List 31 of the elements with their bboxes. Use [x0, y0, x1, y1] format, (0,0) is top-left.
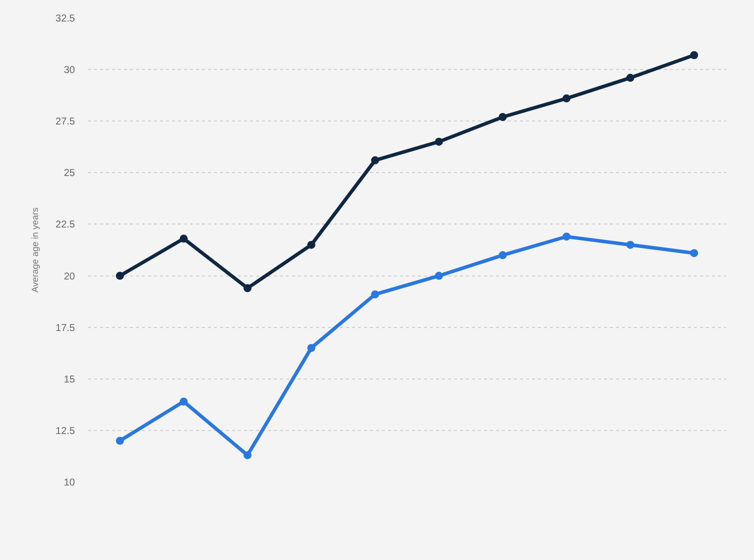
point [562, 94, 570, 102]
point [434, 138, 443, 146]
y-tick-label: 30 [64, 65, 76, 76]
point [180, 398, 188, 406]
point [244, 284, 252, 292]
y-tick-label: 25 [64, 168, 76, 180]
point [690, 249, 698, 258]
point [116, 272, 124, 280]
y-tick-label: 10 [64, 478, 76, 488]
y-tick-label: 32.5 [56, 14, 76, 24]
y-tick-label: 22.5 [56, 220, 76, 231]
point [690, 51, 698, 60]
y-axis-title: Average age in years [30, 207, 40, 292]
point [244, 451, 252, 460]
y-tick-label: 12.5 [56, 426, 76, 437]
point [116, 436, 124, 445]
y-tick-label: 17.5 [56, 322, 76, 334]
y-tick-label: 20 [64, 271, 76, 282]
point [562, 232, 570, 241]
point [307, 240, 316, 249]
y-tick-label: 15 [64, 374, 76, 386]
point [626, 74, 634, 82]
point [371, 156, 380, 164]
point [498, 251, 507, 260]
y-tick-label: 27.5 [56, 116, 76, 128]
point [307, 344, 316, 352]
point [180, 234, 188, 243]
point [371, 290, 380, 298]
point [434, 272, 443, 280]
point [626, 240, 634, 249]
point [498, 112, 507, 121]
